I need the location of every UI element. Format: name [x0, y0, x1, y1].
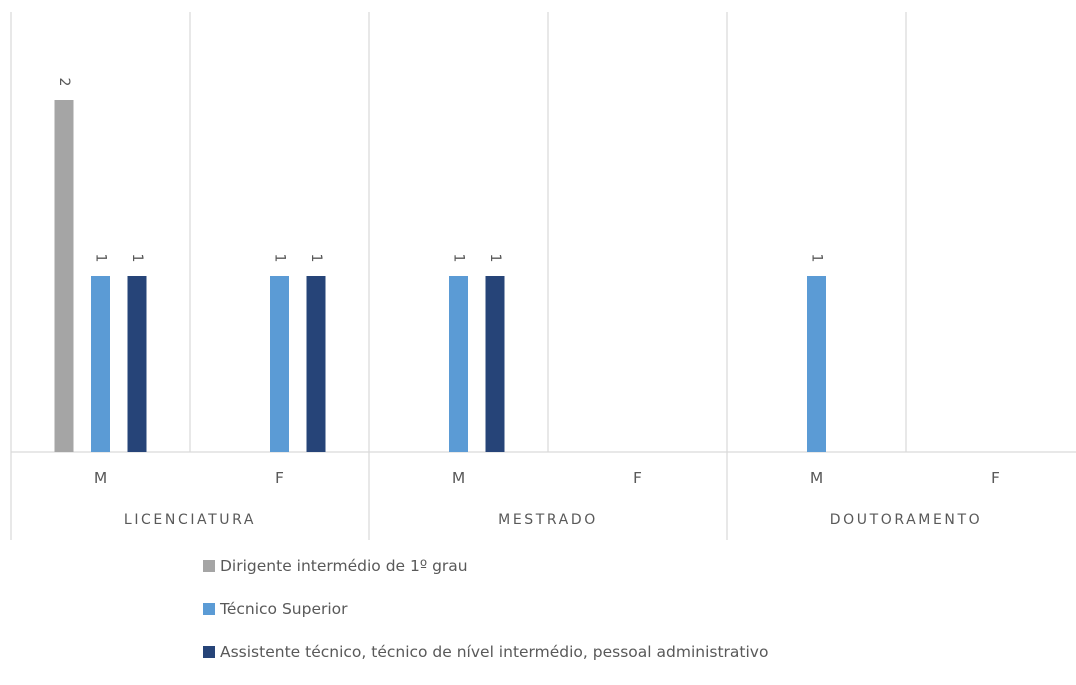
data-label: 1	[809, 254, 825, 263]
bar	[807, 276, 826, 452]
legend-item-assistente-tecnico: Assistente técnico, técnico de nível int…	[203, 642, 768, 662]
bar	[306, 276, 326, 452]
bar-chart: 2 1 1 M 1 1 F 1 1 M F 1 M F LICENCIATURA MESTRADO DOUTOR…	[10, 12, 1076, 540]
data-label: 2	[56, 78, 72, 87]
legend-item-tecnico-superior: Técnico Superior	[203, 599, 768, 619]
legend-swatch-tecnico-superior	[203, 603, 215, 615]
data-label: 1	[308, 254, 324, 263]
data-label: 1	[272, 254, 288, 263]
group-label: LICENCIATURA	[124, 512, 256, 528]
x-tick-label: M	[94, 469, 107, 487]
legend-swatch-dirigente	[203, 560, 215, 572]
bar	[54, 100, 74, 452]
bar	[449, 276, 468, 452]
bar	[485, 276, 505, 452]
data-label: 1	[451, 254, 467, 263]
legend-label-tecnico-superior: Técnico Superior	[220, 600, 348, 618]
legend-label-dirigente: Dirigente intermédio de 1º grau	[220, 557, 468, 575]
x-tick-label: M	[452, 469, 465, 487]
x-tick-label: F	[275, 469, 284, 487]
bar	[127, 276, 147, 452]
legend-swatch-assistente-tecnico	[203, 646, 215, 658]
data-label: 1	[129, 254, 145, 263]
legend-label-assistente-tecnico: Assistente técnico, técnico de nível int…	[220, 643, 769, 661]
bar	[270, 276, 289, 452]
legend-item-dirigente: Dirigente intermédio de 1º grau	[203, 556, 768, 576]
data-label: 1	[93, 254, 109, 263]
data-label: 1	[487, 254, 503, 263]
group-label: MESTRADO	[498, 512, 598, 528]
bar	[91, 276, 110, 452]
chart-legend: Dirigente intermédio de 1º grau Técnico …	[203, 556, 768, 685]
x-tick-label: F	[633, 469, 642, 487]
x-tick-label: F	[991, 469, 1000, 487]
x-tick-label: M	[810, 469, 823, 487]
group-label: DOUTORAMENTO	[830, 512, 983, 528]
